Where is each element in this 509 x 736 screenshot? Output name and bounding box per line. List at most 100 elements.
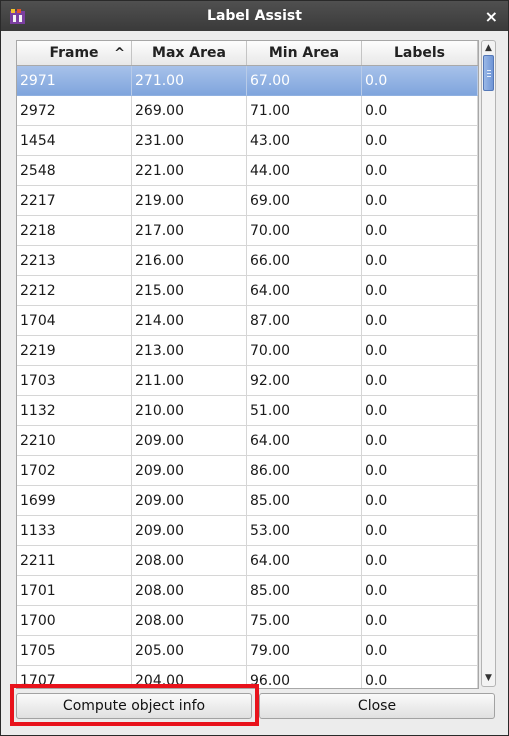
- table-cell: 269.00: [132, 96, 247, 126]
- column-header-label: Frame: [49, 45, 99, 61]
- table-cell: 75.00: [247, 606, 362, 636]
- table-cell: 44.00: [247, 156, 362, 186]
- table-cell: 1132: [17, 396, 132, 426]
- table-cell: 0.0: [362, 426, 478, 456]
- table-row[interactable]: 2548 221.00 44.00 0.0: [17, 156, 478, 186]
- table-cell: 209.00: [132, 456, 247, 486]
- table-cell: 210.00: [132, 396, 247, 426]
- table-cell: 2212: [17, 276, 132, 306]
- table-row[interactable]: 1700 208.00 75.00 0.0: [17, 606, 478, 636]
- table-cell: 0.0: [362, 636, 478, 666]
- table-cell: 209.00: [132, 486, 247, 516]
- column-header-frame[interactable]: Frame ^: [17, 41, 132, 65]
- table-row[interactable]: 2219 213.00 70.00 0.0: [17, 336, 478, 366]
- table-cell: 0.0: [362, 156, 478, 186]
- table-row[interactable]: 1702 209.00 86.00 0.0: [17, 456, 478, 486]
- table-cell: 217.00: [132, 216, 247, 246]
- table-cell: 0.0: [362, 246, 478, 276]
- sort-ascending-icon: ^: [114, 46, 125, 61]
- table-cell: 92.00: [247, 366, 362, 396]
- scroll-thumb[interactable]: [483, 55, 494, 91]
- table-cell: 271.00: [132, 66, 247, 96]
- table-cell: 208.00: [132, 546, 247, 576]
- table-cell: 0.0: [362, 66, 478, 96]
- table-cell: 1703: [17, 366, 132, 396]
- table-row[interactable]: 1701 208.00 85.00 0.0: [17, 576, 478, 606]
- table-cell: 208.00: [132, 606, 247, 636]
- table-cell: 219.00: [132, 186, 247, 216]
- table-row[interactable]: 1699 209.00 85.00 0.0: [17, 486, 478, 516]
- table-row[interactable]: 1133 209.00 53.00 0.0: [17, 516, 478, 546]
- table-row[interactable]: 2210 209.00 64.00 0.0: [17, 426, 478, 456]
- column-header-min-area[interactable]: Min Area: [247, 41, 362, 65]
- table-cell: 2211: [17, 546, 132, 576]
- table-cell: 0.0: [362, 336, 478, 366]
- table-cell: 2971: [17, 66, 132, 96]
- table-cell: 1707: [17, 666, 132, 688]
- title-bar[interactable]: Label Assist ×: [1, 1, 508, 31]
- table-cell: 1702: [17, 456, 132, 486]
- compute-object-info-button[interactable]: Compute object info: [16, 693, 252, 719]
- table-cell: 0.0: [362, 276, 478, 306]
- table-row[interactable]: 2211 208.00 64.00 0.0: [17, 546, 478, 576]
- table-row[interactable]: 1705 205.00 79.00 0.0: [17, 636, 478, 666]
- table-cell: 208.00: [132, 576, 247, 606]
- table-cell: 1704: [17, 306, 132, 336]
- column-header-max-area[interactable]: Max Area: [132, 41, 247, 65]
- table-cell: 2219: [17, 336, 132, 366]
- table-cell: 96.00: [247, 666, 362, 688]
- object-table: Frame ^ Max Area Min Area Labels 2971 271…: [16, 40, 479, 689]
- table-cell: 1454: [17, 126, 132, 156]
- table-row[interactable]: 1132 210.00 51.00 0.0: [17, 396, 478, 426]
- table-cell: 1705: [17, 636, 132, 666]
- close-icon[interactable]: ×: [484, 7, 498, 26]
- table-cell: 85.00: [247, 576, 362, 606]
- table-cell: 221.00: [132, 156, 247, 186]
- table-cell: 0.0: [362, 126, 478, 156]
- table-row[interactable]: 1704 214.00 87.00 0.0: [17, 306, 478, 336]
- table-cell: 51.00: [247, 396, 362, 426]
- table-cell: 216.00: [132, 246, 247, 276]
- table-cell: 64.00: [247, 426, 362, 456]
- table-cell: 0.0: [362, 606, 478, 636]
- table-header: Frame ^ Max Area Min Area Labels: [17, 41, 478, 66]
- table-cell: 0.0: [362, 186, 478, 216]
- table-cell: 0.0: [362, 486, 478, 516]
- table-cell: 1133: [17, 516, 132, 546]
- table-row[interactable]: 2212 215.00 64.00 0.0: [17, 276, 478, 306]
- table-cell: 87.00: [247, 306, 362, 336]
- table-cell: 1700: [17, 606, 132, 636]
- scroll-down-icon[interactable]: ▼: [485, 673, 492, 683]
- table-cell: 67.00: [247, 66, 362, 96]
- table-cell: 2213: [17, 246, 132, 276]
- table-cell: 71.00: [247, 96, 362, 126]
- column-header-labels[interactable]: Labels: [362, 41, 478, 65]
- table-cell: 69.00: [247, 186, 362, 216]
- table-cell: 211.00: [132, 366, 247, 396]
- vertical-scrollbar[interactable]: ▲ ▼: [481, 40, 496, 687]
- table-row[interactable]: 1707 204.00 96.00 0.0: [17, 666, 478, 688]
- table-cell: 53.00: [247, 516, 362, 546]
- table-row[interactable]: 2217 219.00 69.00 0.0: [17, 186, 478, 216]
- table-cell: 0.0: [362, 576, 478, 606]
- table-cell: 0.0: [362, 216, 478, 246]
- table-row[interactable]: 2218 217.00 70.00 0.0: [17, 216, 478, 246]
- close-button[interactable]: Close: [259, 693, 495, 719]
- table-cell: 0.0: [362, 546, 478, 576]
- table-cell: 205.00: [132, 636, 247, 666]
- table-cell: 0.0: [362, 396, 478, 426]
- table-cell: 2972: [17, 96, 132, 126]
- table-cell: 231.00: [132, 126, 247, 156]
- window-title: Label Assist: [207, 8, 302, 24]
- table-row[interactable]: 1703 211.00 92.00 0.0: [17, 366, 478, 396]
- table-cell: 86.00: [247, 456, 362, 486]
- table-cell: 0.0: [362, 516, 478, 546]
- table-cell: 0.0: [362, 366, 478, 396]
- table-row[interactable]: 2213 216.00 66.00 0.0: [17, 246, 478, 276]
- table-row[interactable]: 1454 231.00 43.00 0.0: [17, 126, 478, 156]
- table-row[interactable]: 2972 269.00 71.00 0.0: [17, 96, 478, 126]
- scroll-up-icon[interactable]: ▲: [485, 43, 492, 53]
- table-row[interactable]: 2971 271.00 67.00 0.0: [17, 66, 478, 96]
- table-cell: 204.00: [132, 666, 247, 688]
